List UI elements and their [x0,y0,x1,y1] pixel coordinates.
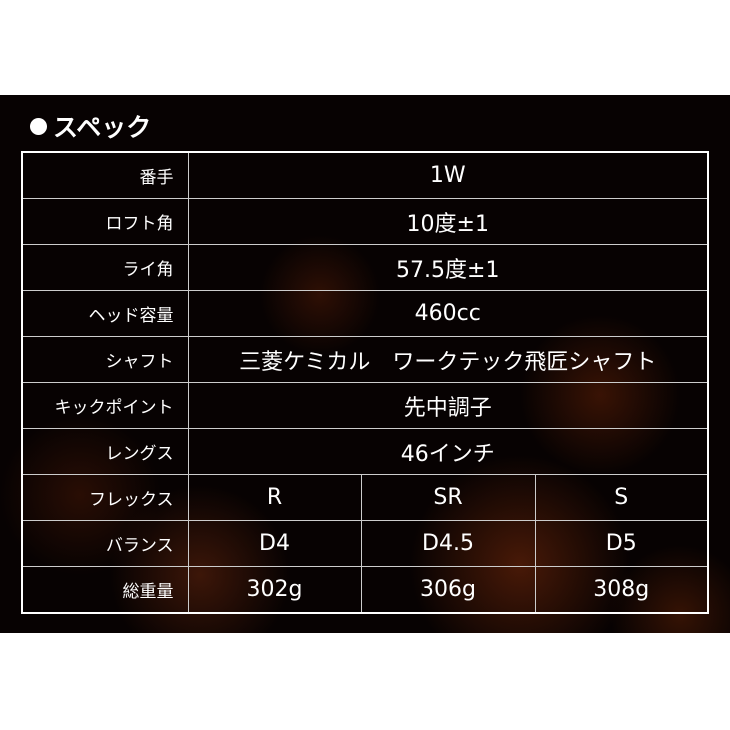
row-value: S [534,474,709,521]
row-label: ライ角 [21,244,189,291]
bullet-icon [30,117,47,135]
row-value: 三菱ケミカル ワークテック飛匠シャフト [187,336,709,383]
row-label: ロフト角 [21,198,189,245]
row-value: R [187,474,362,521]
row-value: 1W [187,151,709,199]
table-row: 番手 1W [21,151,709,199]
table-row: ヘッド容量 460cc [21,290,709,337]
table-row-weight: 総重量 302g 306g 308g [21,566,709,614]
row-value: 308g [534,566,709,614]
row-label: バランス [21,520,189,567]
table-row: ロフト角 10度±1 [21,198,709,245]
section-title-text: スペック [53,113,152,142]
row-label: ヘッド容量 [21,290,189,337]
spec-table: 番手 1W ロフト角 10度±1 ライ角 57.5度±1 ヘッド容量 460cc シャフ… [21,151,709,614]
table-row: ライ角 57.5度±1 [21,244,709,291]
row-value: 460cc [187,290,709,337]
row-label: レングス [21,428,189,475]
row-label: 番手 [21,151,189,199]
row-label: 総重量 [21,566,189,614]
row-label: フレックス [21,474,189,521]
row-value: 先中調子 [187,382,709,429]
row-value: 10度±1 [187,198,709,245]
row-value: D4 [187,520,362,567]
row-label: シャフト [21,336,189,383]
table-row: レングス 46インチ [21,428,709,475]
row-value: 46インチ [187,428,709,475]
table-row-balance: バランス D4 D4.5 D5 [21,520,709,567]
table-row-flex: フレックス R SR S [21,474,709,521]
row-value: D5 [534,520,709,567]
table-row: キックポイント 先中調子 [21,382,709,429]
row-label: キックポイント [21,382,189,429]
row-value: 306g [360,566,536,614]
table-row: シャフト 三菱ケミカル ワークテック飛匠シャフト [21,336,709,383]
section-title: スペック [30,108,151,144]
row-value: 57.5度±1 [187,244,709,291]
row-value: SR [360,474,536,521]
row-value: 302g [187,566,362,614]
row-value: D4.5 [360,520,536,567]
